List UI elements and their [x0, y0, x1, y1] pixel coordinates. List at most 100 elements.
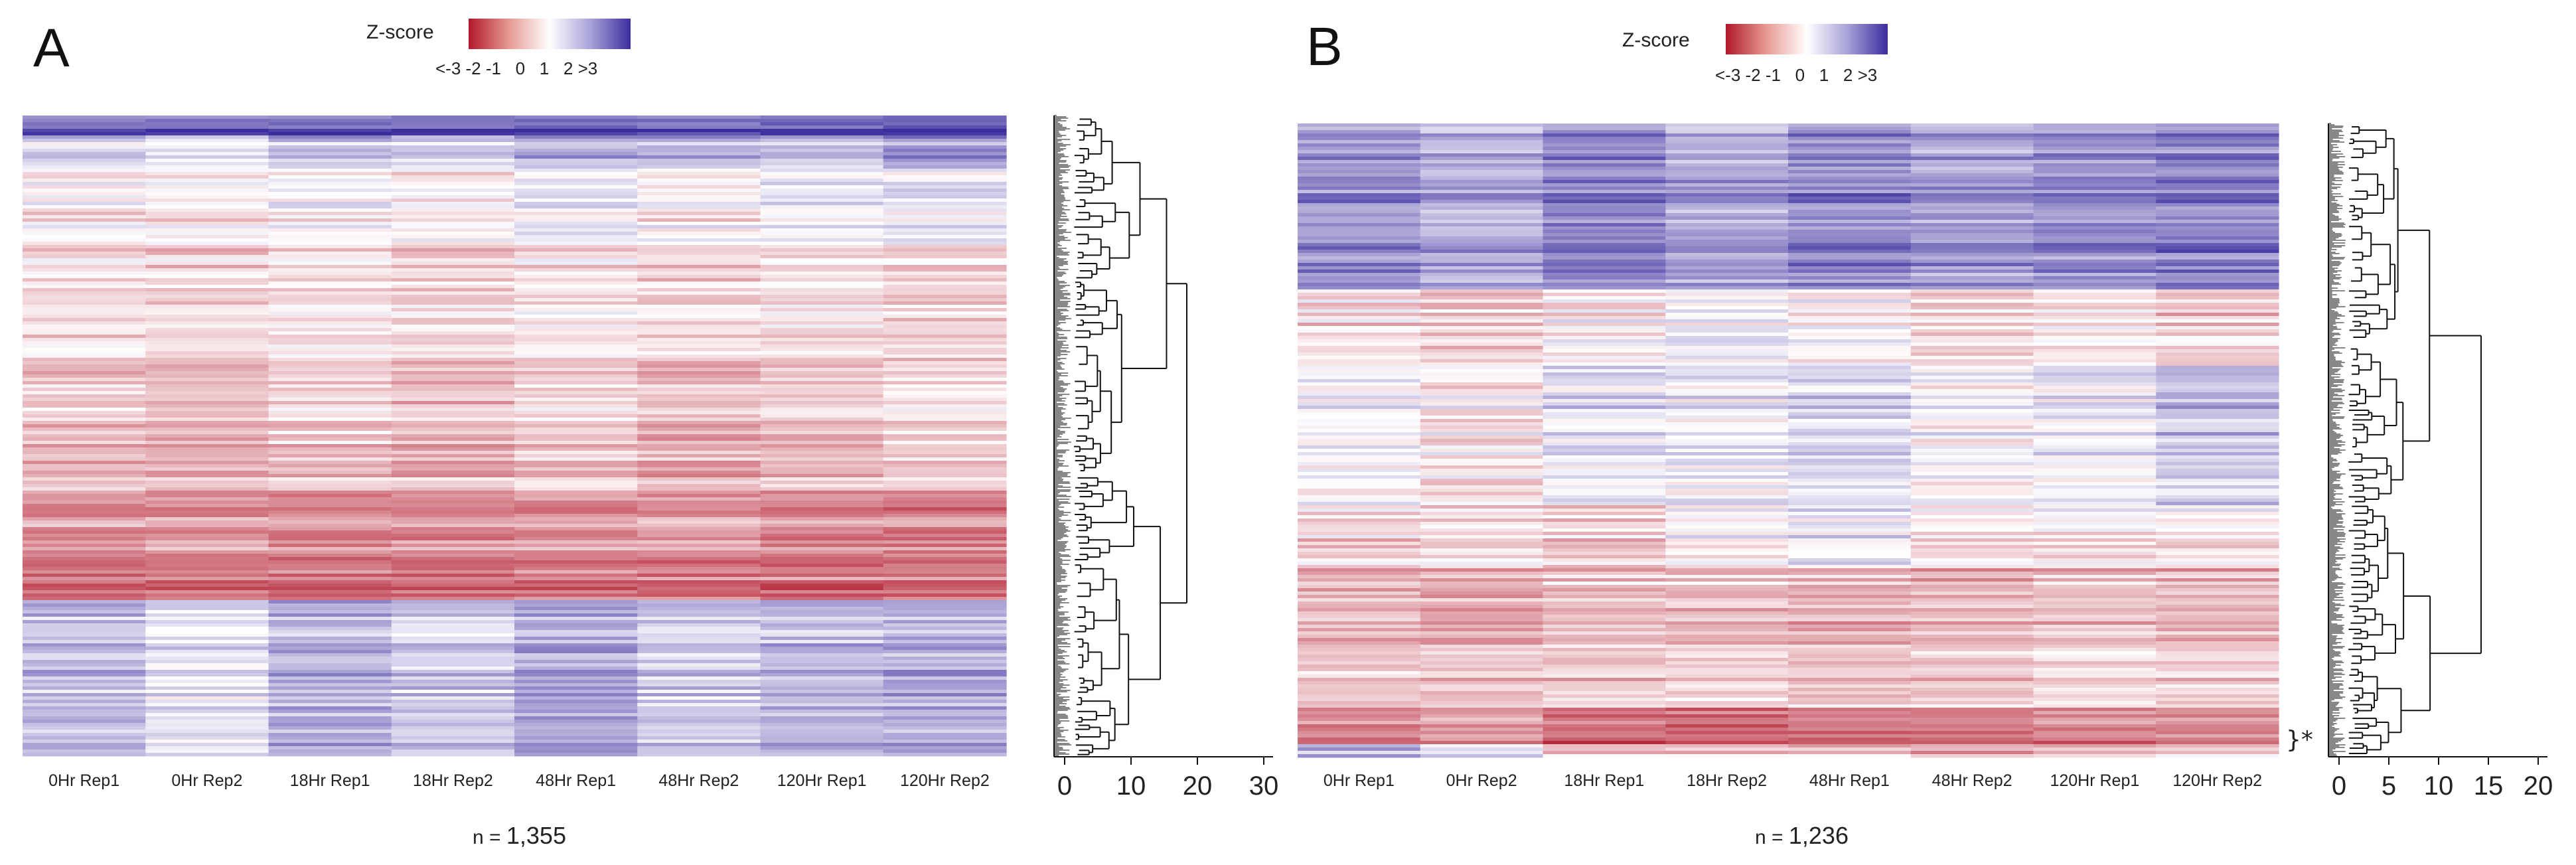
panel-b-heatmap-cell: [1910, 289, 2034, 293]
panel-a-heatmap-cell: [514, 401, 638, 405]
panel-a-heatmap-cell: [145, 354, 269, 358]
panel-b-heatmap-cell: [1665, 665, 1789, 668]
panel-a-heatmap-cell: [637, 262, 761, 266]
panel-a-heatmap-cell: [637, 408, 761, 412]
panel-b-heatmap-cell: [2156, 489, 2279, 493]
panel-b-heatmap-cell: [1910, 349, 2034, 353]
panel-b-heatmap-cell: [1910, 505, 2034, 509]
panel-b-heatmap-cell: [2156, 170, 2279, 174]
panel-b-heatmap-cell: [1665, 472, 1789, 476]
panel-b-heatmap-cell: [2033, 153, 2157, 157]
panel-a-heatmap-cell: [268, 335, 392, 339]
panel-a-heatmap-cell: [268, 364, 392, 368]
panel-b-heatmap-cell: [1420, 442, 1544, 446]
panel-a-heatmap-cell: [637, 428, 761, 432]
panel-a-heatmap-cell: [23, 381, 146, 385]
panel-a-heatmap-cell: [760, 335, 884, 339]
panel-a-heatmap-cell: [883, 710, 1007, 714]
panel-a-heatmap-cell: [268, 491, 392, 495]
panel-a-heatmap-cell: [391, 511, 515, 514]
panel-a-heatmap-cell: [883, 670, 1007, 674]
panel-a-heatmap-cell: [637, 723, 761, 727]
panel-a-heatmap-cell: [760, 175, 884, 179]
panel-a-heatmap-cell: [760, 149, 884, 153]
panel-b-heatmap-cell: [1910, 299, 2034, 303]
panel-a-heatmap-cell: [23, 202, 146, 206]
panel-a-heatmap-cell: [391, 262, 515, 266]
panel-b-heatmap-cell: [1910, 160, 2034, 164]
panel-a-heatmap-cell: [883, 152, 1007, 156]
panel-b-heatmap-cell: [1665, 379, 1789, 383]
panel-b-heatmap-cell: [1910, 691, 2034, 695]
panel-a-heatmap-cell: [23, 411, 146, 415]
panel-a-heatmap-cell: [760, 720, 884, 724]
panel-a-heatmap-cell: [637, 753, 761, 757]
panel-a-heatmap-cell: [760, 351, 884, 355]
panel-a-heatmap-cell: [268, 345, 392, 349]
panel-a-heatmap-cell: [145, 700, 269, 704]
panel-b-heatmap-cell: [1665, 140, 1789, 144]
panel-b-heatmap-cell: [1665, 250, 1789, 254]
panel-a-heatmap-cell: [23, 175, 146, 179]
panel-b-heatmap-cell: [1910, 432, 2034, 436]
panel-a-heatmap-cell: [637, 660, 761, 664]
panel-a-heatmap-cell: [145, 152, 269, 156]
panel-b-heatmap-cell: [1910, 276, 2034, 280]
panel-a-heatmap-cell: [145, 740, 269, 744]
panel-a-heatmap-cell: [883, 653, 1007, 657]
panel-b-heatmap-cell: [2156, 452, 2279, 456]
panel-b-heatmap-cell: [1910, 665, 2034, 668]
panel-b-heatmap-cell: [1543, 289, 1666, 293]
panel-a-heatmap-cell: [514, 152, 638, 156]
panel-b-heatmap-cell: [2033, 190, 2157, 194]
panel-b-heatmap-cell: [1298, 359, 1421, 363]
panel-b-column-label: 120Hr Rep2: [2172, 771, 2263, 790]
panel-b-heatmap-cell: [1910, 306, 2034, 310]
panel-a-heatmap-cell: [23, 421, 146, 425]
panel-b-heatmap-cell: [1298, 674, 1421, 678]
panel-b-heatmap-cell: [1910, 250, 2034, 254]
panel-a-heatmap-cell: [883, 408, 1007, 412]
panel-b-heatmap-cell: [1420, 143, 1544, 147]
panel-b-heatmap-cell: [1298, 313, 1421, 317]
panel-a-heatmap-cell: [23, 122, 146, 126]
panel-b-heatmap-cell: [1298, 479, 1421, 483]
panel-b-heatmap-cell: [1665, 605, 1789, 609]
panel-b-heatmap-cell: [1665, 615, 1789, 619]
panel-b-heatmap-cell: [2033, 435, 2157, 439]
panel-a-heatmap-cell: [514, 159, 638, 163]
panel-b-heatmap-cell: [1420, 200, 1544, 204]
panel-b-heatmap-cell: [1665, 475, 1789, 479]
panel-a-heatmap-cell: [145, 391, 269, 395]
panel-a-heatmap-cell: [268, 600, 392, 604]
panel-a-heatmap-cell: [391, 345, 515, 349]
panel-a-heatmap-cell: [883, 364, 1007, 368]
panel-b-heatmap-cell: [1543, 216, 1666, 220]
panel-a-heatmap-cell: [883, 730, 1007, 734]
panel-a-heatmap-cell: [514, 494, 638, 498]
panel-b-heatmap-cell: [1420, 376, 1544, 380]
panel-b-heatmap-cell: [1420, 638, 1544, 642]
panel-a-heatmap-cell: [637, 726, 761, 730]
panel-a-heatmap-cell: [23, 623, 146, 627]
panel-a-heatmap-cell: [760, 514, 884, 518]
panel-b-heatmap-cell: [1543, 253, 1666, 257]
panel-b-heatmap-cell: [1543, 711, 1666, 715]
panel-b-heatmap-cell: [1420, 598, 1544, 602]
panel-b-heatmap-cell: [1543, 276, 1666, 280]
panel-b-heatmap-cell: [1298, 668, 1421, 672]
panel-b-heatmap-cell: [2156, 475, 2279, 479]
panel-b-heatmap-cell: [2156, 472, 2279, 476]
panel-a-heatmap-cell: [23, 285, 146, 289]
panel-b-heatmap-cell: [1543, 738, 1666, 742]
panel-b-heatmap-cell: [2033, 326, 2157, 330]
panel-a-heatmap-cell: [637, 491, 761, 495]
panel-a-heatmap-cell: [637, 550, 761, 554]
panel-a-heatmap-cell: [391, 643, 515, 647]
panel-b-colorbar: [1726, 24, 1888, 54]
panel-b-heatmap-cell: [1543, 419, 1666, 423]
panel-a-heatmap-cell: [391, 660, 515, 664]
panel-a-heatmap-cell: [23, 441, 146, 445]
panel-a-heatmap-cell: [145, 627, 269, 631]
panel-b-heatmap-cell: [2033, 147, 2157, 151]
